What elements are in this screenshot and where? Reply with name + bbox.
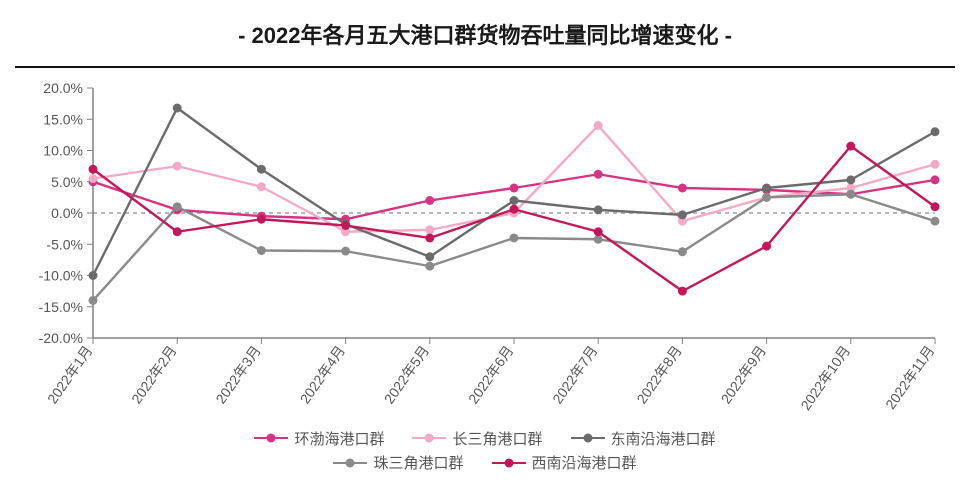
legend-swatch (492, 456, 526, 470)
svg-text:-20.0%: -20.0% (39, 330, 83, 346)
legend-label: 环渤海港口群 (294, 428, 384, 449)
chart-area: -20.0% -15.0% -10.0% -5.0% 0.0% 5.0% 10.0% 15.0… (15, 78, 955, 418)
title-divider (15, 66, 955, 68)
legend-swatch (412, 431, 446, 445)
legend: 环渤海港口群 长三角港口群 东南沿海港口群珠三角港口群 西南沿海港口群 (15, 426, 955, 473)
chart-title-bar: - 2022年各月五大港口群货物吞吐量同比增速变化 - (0, 0, 970, 60)
svg-text:2022年10月: 2022年10月 (797, 343, 853, 413)
svg-text:2022年11月: 2022年11月 (882, 343, 937, 413)
legend-swatch (254, 431, 288, 445)
svg-text:2022年2月: 2022年2月 (128, 343, 180, 407)
legend-row: 环渤海港口群 长三角港口群 东南沿海港口群 (15, 426, 955, 449)
legend-item: 环渤海港口群 (254, 428, 384, 449)
svg-text:15.0%: 15.0% (43, 111, 83, 127)
svg-text:2022年9月: 2022年9月 (718, 343, 770, 407)
legend-row: 珠三角港口群 西南沿海港口群 (15, 451, 955, 474)
svg-text:10.0%: 10.0% (43, 143, 83, 159)
svg-text:-15.0%: -15.0% (39, 299, 83, 315)
svg-text:-5.0%: -5.0% (46, 236, 83, 252)
legend-label: 西南沿海港口群 (532, 452, 637, 473)
svg-text:0.0%: 0.0% (51, 205, 83, 221)
svg-text:2022年5月: 2022年5月 (381, 343, 433, 407)
svg-text:2022年7月: 2022年7月 (549, 343, 601, 407)
svg-text:2022年6月: 2022年6月 (465, 343, 517, 407)
legend-label: 长三角港口群 (452, 428, 542, 449)
legend-swatch (571, 431, 605, 445)
legend-label: 珠三角港口群 (373, 452, 463, 473)
legend-item: 珠三角港口群 (333, 452, 463, 473)
legend-item: 长三角港口群 (412, 428, 542, 449)
svg-text:2022年4月: 2022年4月 (297, 343, 349, 407)
legend-item: 西南沿海港口群 (492, 452, 637, 473)
chart-svg: -20.0% -15.0% -10.0% -5.0% 0.0% 5.0% 10.0% 15.0… (15, 78, 955, 418)
svg-text:2022年3月: 2022年3月 (212, 343, 264, 407)
chart-title: - 2022年各月五大港口群货物吞吐量同比增速变化 - (238, 23, 732, 48)
svg-text:5.0%: 5.0% (51, 174, 83, 190)
svg-text:2022年8月: 2022年8月 (633, 343, 685, 407)
legend-item: 东南沿海港口群 (571, 428, 716, 449)
svg-text:-10.0%: -10.0% (39, 268, 83, 284)
legend-swatch (333, 456, 367, 470)
legend-label: 东南沿海港口群 (611, 428, 716, 449)
svg-text:20.0%: 20.0% (43, 80, 83, 96)
svg-text:2022年1月: 2022年1月 (44, 343, 96, 407)
